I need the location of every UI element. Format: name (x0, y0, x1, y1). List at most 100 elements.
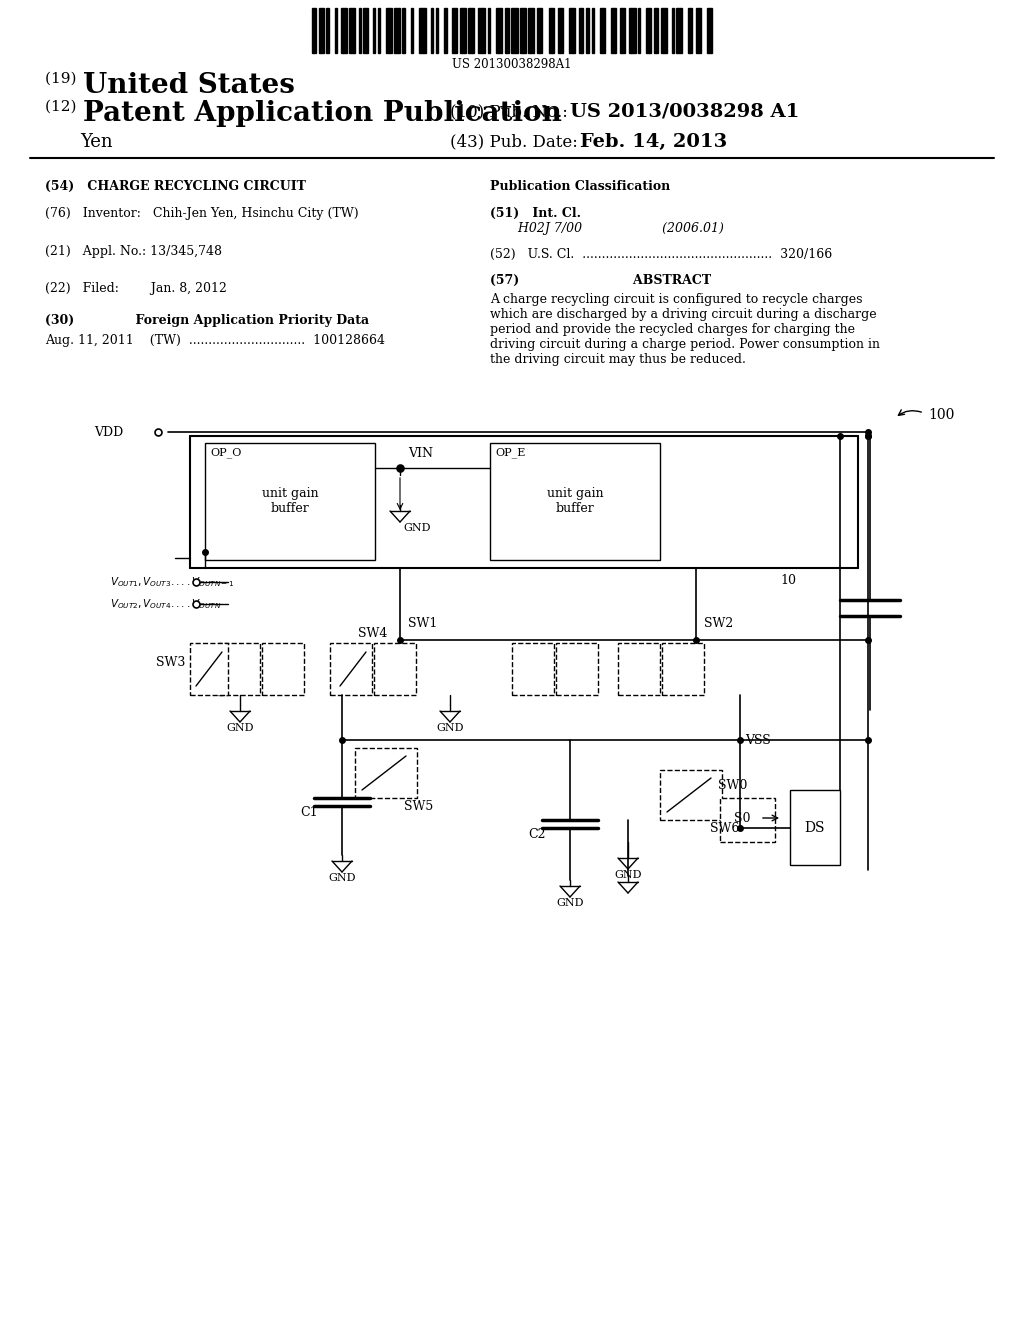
Text: $V_{OUT1},V_{OUT3}....V_{OUTN-1}$: $V_{OUT1},V_{OUT3}....V_{OUTN-1}$ (110, 576, 234, 589)
Text: SW2: SW2 (705, 616, 733, 630)
Text: (52)   U.S. Cl.  .................................................  320/166: (52) U.S. Cl. ..........................… (490, 248, 833, 261)
Text: S0: S0 (734, 812, 751, 825)
Bar (468, 8, 474, 53)
Text: VIN: VIN (408, 447, 433, 459)
Bar (402, 8, 406, 53)
Bar (420, 8, 426, 53)
Bar (662, 8, 667, 53)
Bar (355, 748, 417, 799)
Text: (51)   Int. Cl.: (51) Int. Cl. (490, 207, 581, 220)
Text: unit gain
buffer: unit gain buffer (262, 487, 318, 516)
Bar (262, 643, 304, 696)
Text: Publication Classification: Publication Classification (490, 180, 671, 193)
Bar (330, 643, 372, 696)
Bar (373, 8, 375, 53)
Bar (558, 8, 563, 53)
Text: SW1: SW1 (408, 616, 437, 630)
Text: VSS: VSS (745, 734, 771, 747)
Text: SW5: SW5 (404, 800, 433, 813)
Bar (358, 8, 360, 53)
Text: VDD: VDD (94, 425, 123, 438)
Bar (505, 8, 509, 53)
Text: (30)              Foreign Application Priority Data: (30) Foreign Application Priority Data (45, 314, 369, 327)
Bar (528, 8, 535, 53)
Bar (190, 643, 228, 696)
Text: unit gain
buffer: unit gain buffer (547, 487, 603, 516)
Text: A charge recycling circuit is configured to recycle charges
which are discharged: A charge recycling circuit is configured… (490, 293, 880, 366)
Text: OP_E: OP_E (495, 447, 525, 458)
Text: SW3: SW3 (156, 656, 185, 669)
Text: SW6: SW6 (710, 822, 739, 836)
Text: 10: 10 (780, 574, 796, 587)
Bar (538, 8, 543, 53)
Text: OP_O: OP_O (210, 447, 242, 458)
Bar (335, 8, 337, 53)
Text: Patent Application Publication: Patent Application Publication (83, 100, 562, 127)
Bar (349, 8, 355, 53)
Text: H02J 7/00                    (2006.01): H02J 7/00 (2006.01) (490, 222, 724, 235)
Text: (57)                          ABSTRACT: (57) ABSTRACT (490, 275, 711, 286)
Bar (436, 8, 438, 53)
Bar (341, 8, 347, 53)
Text: SW4: SW4 (358, 627, 387, 640)
Text: GND: GND (226, 723, 254, 733)
Bar (790, 789, 840, 865)
Bar (386, 8, 391, 53)
Text: C2: C2 (528, 828, 546, 841)
Text: 100: 100 (928, 408, 954, 422)
Bar (512, 643, 554, 696)
Text: Aug. 11, 2011    (TW)  ..............................  100128664: Aug. 11, 2011 (TW) .....................… (45, 334, 385, 347)
Bar (610, 8, 615, 53)
Bar (707, 8, 712, 53)
Bar (638, 8, 640, 53)
Text: US 20130038298A1: US 20130038298A1 (453, 58, 571, 71)
Bar (452, 8, 457, 53)
Text: Feb. 14, 2013: Feb. 14, 2013 (580, 133, 727, 150)
Text: $V_{OUT2},V_{OUT4}....V_{OUTN}$: $V_{OUT2},V_{OUT4}....V_{OUTN}$ (110, 597, 221, 611)
Bar (654, 8, 658, 53)
Bar (319, 8, 325, 53)
Bar (205, 444, 375, 560)
Bar (327, 8, 329, 53)
Bar (618, 643, 660, 696)
Bar (549, 8, 554, 53)
Bar (579, 8, 583, 53)
Bar (600, 8, 604, 53)
Bar (696, 8, 700, 53)
Bar (569, 8, 574, 53)
Text: (12): (12) (45, 100, 81, 114)
Text: United States: United States (83, 73, 295, 99)
Bar (556, 643, 598, 696)
Bar (362, 8, 368, 53)
Bar (444, 8, 447, 53)
Bar (676, 8, 682, 53)
Bar (496, 8, 502, 53)
Bar (312, 8, 316, 53)
Text: GND: GND (614, 870, 642, 880)
Bar (646, 8, 651, 53)
Text: US 2013/0038298 A1: US 2013/0038298 A1 (570, 103, 800, 121)
Bar (460, 8, 466, 53)
Text: (21)   Appl. No.: 13/345,748: (21) Appl. No.: 13/345,748 (45, 246, 222, 257)
Bar (592, 8, 594, 53)
Bar (672, 8, 674, 53)
Text: DS: DS (805, 821, 825, 834)
Bar (720, 799, 775, 842)
Text: SW0: SW0 (718, 779, 748, 792)
Bar (487, 8, 489, 53)
Text: (22)   Filed:        Jan. 8, 2012: (22) Filed: Jan. 8, 2012 (45, 282, 227, 294)
Bar (660, 770, 722, 820)
Text: GND: GND (556, 898, 584, 908)
Bar (586, 8, 589, 53)
Bar (490, 444, 660, 560)
Text: (76)   Inventor:   Chih-Jen Yen, Hsinchu City (TW): (76) Inventor: Chih-Jen Yen, Hsinchu Cit… (45, 207, 358, 220)
Bar (478, 8, 484, 53)
Text: (43) Pub. Date:: (43) Pub. Date: (450, 133, 578, 150)
Text: GND: GND (329, 873, 355, 883)
Bar (630, 8, 636, 53)
Bar (431, 8, 433, 53)
Text: GND: GND (436, 723, 464, 733)
Bar (218, 643, 260, 696)
Bar (374, 643, 416, 696)
Bar (412, 8, 414, 53)
